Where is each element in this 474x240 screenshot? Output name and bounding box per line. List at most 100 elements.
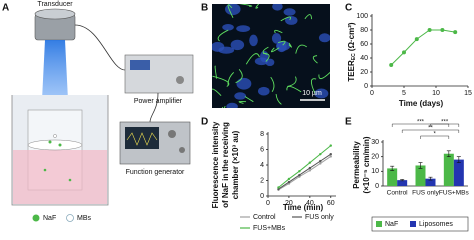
significance-label: *** [417,120,425,126]
panel-label: E [345,117,352,128]
data-point [298,173,301,177]
bar [443,153,454,186]
panel-label: D [201,117,208,128]
nucleus [226,102,238,108]
y-tick-label: 2 [260,177,264,184]
junction [270,47,280,53]
junction [227,4,234,19]
y-tick-label: 0 [375,183,379,190]
data-point [308,169,312,172]
y-tick-label: 0 [364,83,368,90]
error-bar [418,162,423,169]
junction [277,40,286,46]
junction [262,52,270,62]
y-tick-label: 20 [371,154,379,161]
significance-bracket [430,123,460,127]
significance-label: *** [441,120,449,126]
legend-label: Liposomes [419,221,453,228]
legend-label: FUS only [305,214,334,221]
data-point [453,30,458,35]
data-point [308,166,312,170]
nucleus [314,88,329,99]
error-bar [390,165,395,171]
x-tick-label: FUS only [412,190,439,197]
x-axis-title: Time (days) [399,99,444,108]
setup-diagram: Power amplifier Transducer Function gene… [11,1,194,222]
micrograph [212,4,330,108]
junction [275,94,282,105]
y-tick-label: 10 [371,168,379,175]
data-point [319,159,322,163]
bar [425,178,436,186]
junction [244,96,254,102]
nucleus [236,77,252,90]
significance-label: ** [428,126,433,132]
legend-label: FUS+MBs [253,225,286,232]
y-tick-label: 20 [360,69,368,76]
significance-bracket [420,135,450,139]
panel-label: C [345,3,352,14]
legend-label: Control [253,214,276,221]
junction [212,88,222,96]
data-point [308,161,312,164]
bar [397,180,408,186]
panel-label: A [2,3,9,14]
junction [245,53,260,65]
nucleus [285,15,298,25]
data-point [287,177,291,181]
y-axis-title: chamber (×10³ au) [231,130,240,199]
series-line [278,145,332,188]
junction [310,78,317,94]
diagram-label: Power amplifier [134,98,183,105]
data-point [277,186,280,189]
bar [453,159,464,186]
data-point [440,28,445,32]
legend-label: MBs [77,215,92,222]
junction [255,4,260,9]
data-point [329,152,332,156]
y-tick-label: 60 [360,41,368,48]
nucleus [318,33,330,43]
legend-label: NaF [43,215,56,222]
x-tick-label: 40 [306,200,314,207]
junction [270,76,275,93]
x-tick-label: FUS+MBs [439,190,470,197]
junction [239,4,253,7]
legend-swatch [376,221,382,227]
junction [304,14,312,20]
junction [214,65,218,79]
error-bar [428,176,433,181]
nucleus [234,92,247,100]
series-line [278,153,332,190]
error-bar [446,150,451,157]
junction [222,105,226,108]
data-point [329,155,332,158]
x-tick-label: 20 [285,200,293,207]
error-bar [400,179,405,182]
diagram-label: Transducer [37,1,73,8]
y-tick-label: 30 [371,139,379,146]
scale-bar-label: 10 µm [302,90,322,97]
figure: A B C D E Power amplifier Transducer Fun… [2,1,472,232]
x-tick-label: 0 [370,90,374,97]
y-tick-label: 40 [360,55,368,62]
legend-swatch [66,214,74,222]
diagram-label: Function generator [126,169,185,176]
y-tick-label: 100 [356,13,368,20]
data-point [329,144,332,147]
nucleus [257,86,270,96]
junction [238,100,247,104]
junction [231,4,232,5]
y-axis-title: Fluorescence intensity [211,121,220,208]
y-axis-title: (×10⁻⁵ cm/min) [362,136,371,193]
data-point [319,162,322,165]
series-line [278,156,332,191]
nucleus [212,41,225,52]
panel-label: B [201,3,208,14]
legend-box [371,216,469,232]
bar [387,168,398,186]
y-axis-title: of NaF in the receiving [221,122,230,208]
x-tick-label: Control [387,190,409,197]
y-tick-label: 8 [260,131,264,138]
nucleus [236,25,251,33]
